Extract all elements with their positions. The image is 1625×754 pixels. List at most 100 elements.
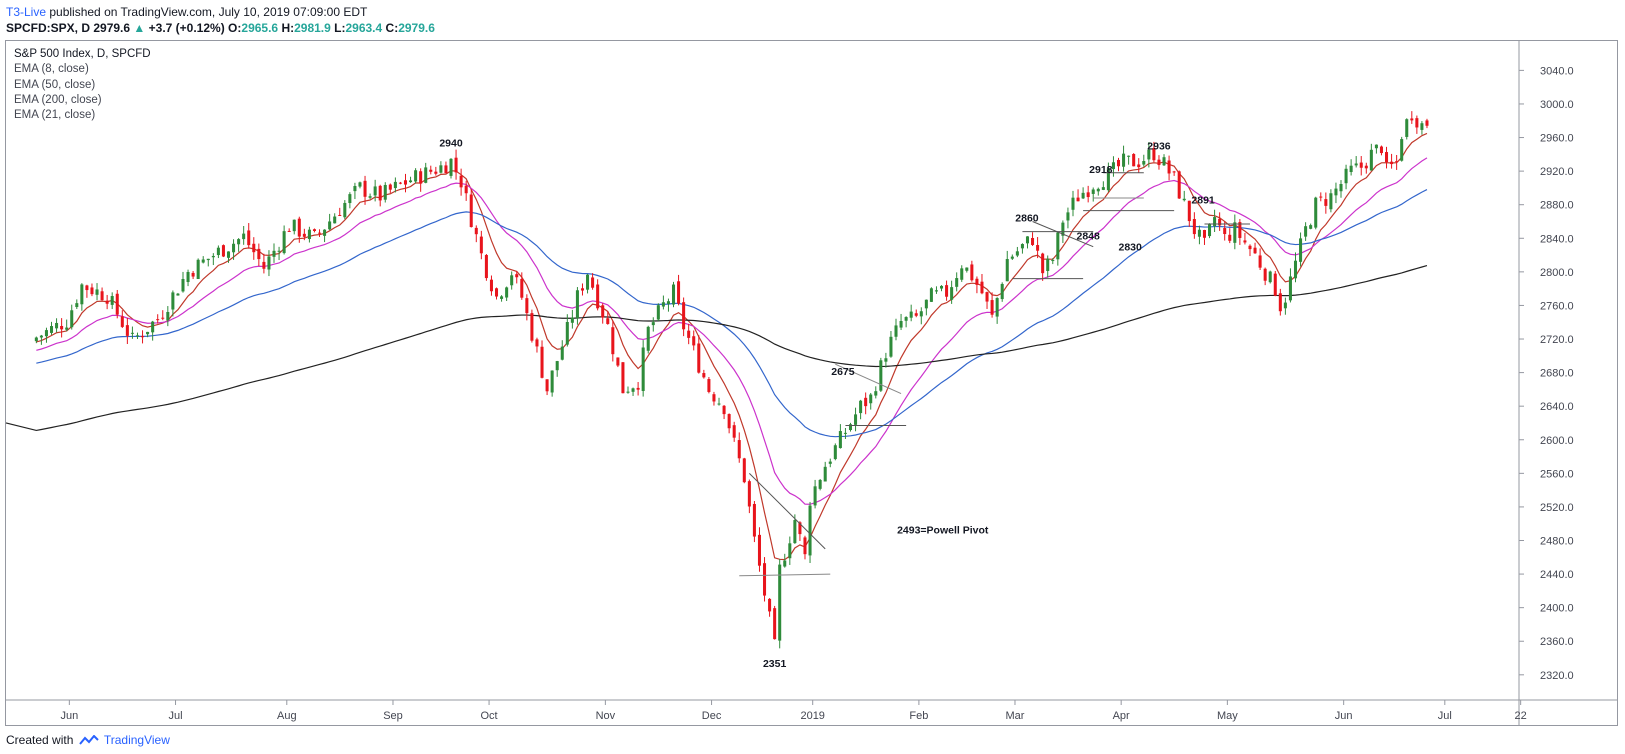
- author-link[interactable]: T3-Live: [6, 5, 47, 19]
- candle-body: [894, 325, 898, 337]
- candle-body: [631, 388, 635, 392]
- candle-body: [1288, 276, 1292, 301]
- candle-body: [727, 414, 731, 429]
- candle-body: [333, 216, 337, 224]
- candle-body: [1096, 188, 1100, 192]
- candle-body: [186, 271, 190, 283]
- candle-body: [1420, 123, 1424, 130]
- annotation-label: 2936: [1147, 141, 1171, 153]
- candle-body: [378, 185, 382, 201]
- legend-ema50[interactable]: EMA (50, close): [14, 78, 96, 91]
- candle-body: [125, 325, 129, 336]
- candle-body: [970, 264, 974, 281]
- candle-body: [1066, 212, 1070, 221]
- candle-body: [737, 440, 741, 459]
- candle-body: [909, 311, 913, 318]
- candle-body: [747, 481, 751, 507]
- annotation-label: 2940: [439, 137, 463, 149]
- y-tick-label: 2720.0: [1540, 334, 1574, 346]
- candle-body: [1177, 171, 1181, 199]
- candle-body: [49, 326, 54, 333]
- candle-body: [1101, 187, 1105, 190]
- publish-header: T3-Live published on TradingView.com, Ju…: [0, 0, 1625, 40]
- candle-body: [1283, 302, 1287, 309]
- candle-body: [848, 424, 853, 431]
- legend-main-series[interactable]: S&P 500 Index, D, SPCFD: [14, 48, 151, 60]
- open-value: 2965.6: [241, 21, 279, 35]
- legend-ema21[interactable]: EMA (21, close): [14, 109, 96, 122]
- candle-body: [338, 214, 342, 216]
- candle-body: [621, 362, 625, 394]
- candle-body: [1390, 161, 1394, 165]
- candle-body: [247, 230, 251, 246]
- candle-body: [414, 170, 418, 182]
- candle-body: [596, 284, 600, 309]
- legend-ema8[interactable]: EMA (8, close): [14, 63, 89, 76]
- symbol-label: SPCFD:SPX, D: [6, 21, 91, 35]
- candle-body: [965, 267, 969, 271]
- candle-body: [459, 175, 463, 188]
- candle-body: [449, 158, 453, 176]
- candle-body: [980, 281, 984, 294]
- candle-body: [1369, 149, 1373, 171]
- candle-body: [454, 157, 458, 173]
- candle-body: [1137, 164, 1141, 168]
- candle-body: [1238, 222, 1242, 238]
- candle-body: [768, 598, 772, 612]
- candle-body: [434, 171, 438, 174]
- candle-body: [181, 279, 185, 292]
- candle-body: [156, 319, 160, 321]
- candle-body: [1344, 168, 1348, 184]
- candle-body: [798, 522, 802, 535]
- candle-body: [1122, 153, 1126, 167]
- candle-body: [328, 221, 332, 230]
- candle-body: [818, 479, 822, 489]
- y-tick-label: 2800.0: [1540, 267, 1574, 279]
- x-tick-label: Mar: [1005, 710, 1024, 722]
- legend-ema200[interactable]: EMA (200, close): [14, 93, 102, 106]
- y-tick-label: 2520.0: [1540, 502, 1574, 514]
- candle-body: [1157, 159, 1161, 166]
- candle-body: [1334, 188, 1338, 196]
- candle-body: [914, 313, 918, 316]
- candle-body: [591, 277, 595, 288]
- candle-body: [1116, 159, 1121, 167]
- candle-body: [388, 184, 392, 190]
- candle-body: [945, 285, 949, 297]
- candle-body: [778, 564, 782, 641]
- candle-body: [666, 301, 670, 304]
- candle-body: [444, 165, 448, 174]
- candle-body: [1218, 218, 1222, 226]
- tradingview-brand-link[interactable]: TradingView: [103, 733, 170, 747]
- candle-body: [1051, 260, 1055, 262]
- candle-body: [201, 259, 205, 263]
- last-price: 2979.6: [93, 21, 131, 35]
- x-tick-label: 2019: [800, 710, 824, 722]
- published-text: published on TradingView.com, July 10, 2…: [49, 5, 368, 19]
- candle-body: [110, 296, 114, 305]
- change-value: +3.7 (+0.12%): [148, 21, 225, 35]
- candle-body: [763, 563, 767, 596]
- candle-body: [550, 370, 554, 393]
- candle-body: [1025, 236, 1030, 244]
- candle-body: [302, 233, 306, 237]
- candle-body: [1374, 144, 1378, 149]
- candle-body: [940, 285, 944, 289]
- y-tick-label: 2560.0: [1540, 468, 1574, 480]
- y-tick-label: 2400.0: [1540, 603, 1574, 615]
- candle-body: [1364, 165, 1368, 169]
- x-tick-label: Jul: [169, 710, 183, 722]
- candle-body: [843, 432, 847, 434]
- candle-body: [924, 299, 928, 309]
- candle-body: [1056, 232, 1060, 260]
- candle-body: [1425, 120, 1429, 126]
- candle-body: [1036, 245, 1040, 251]
- candle-body: [732, 425, 736, 438]
- candle-body: [1379, 146, 1383, 154]
- candle-body: [1299, 238, 1303, 262]
- trendline: [739, 573, 831, 577]
- x-tick-label: Jun: [1335, 710, 1353, 722]
- high-value: 2981.9: [294, 21, 331, 35]
- candle-body: [1111, 162, 1115, 170]
